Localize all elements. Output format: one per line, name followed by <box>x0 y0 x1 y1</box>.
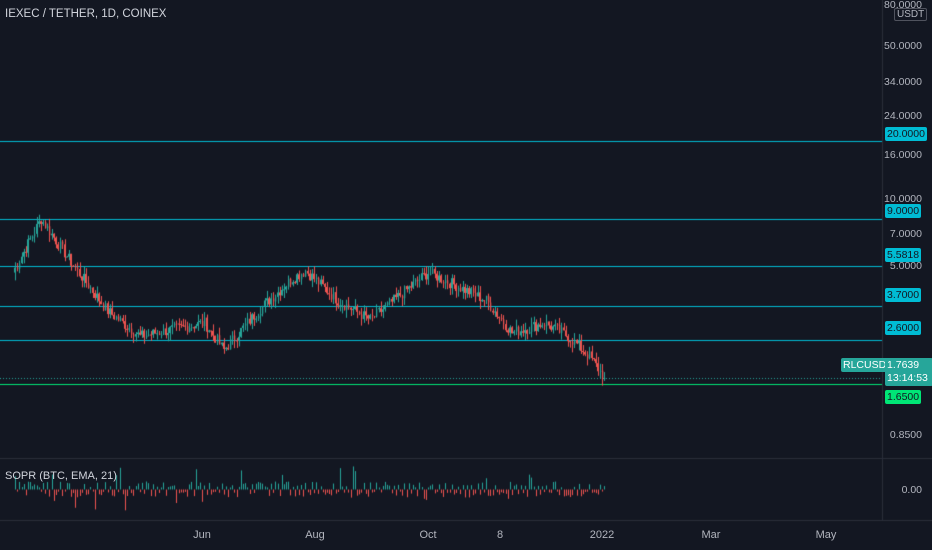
x-tick-label: Aug <box>305 529 325 541</box>
level-tag-2-6[interactable]: 2.6000 <box>885 321 922 335</box>
level-tag-5-58[interactable]: 5.5818 <box>885 248 922 262</box>
level-tag-20[interactable]: 20.0000 <box>885 127 927 141</box>
y-tick-label: 50.0000 <box>884 40 922 52</box>
x-tick-label: Mar <box>701 529 721 541</box>
level-tag-9[interactable]: 9.0000 <box>885 204 922 218</box>
y-tick-label: 16.0000 <box>884 149 922 161</box>
symbol-tag: RLCUSDT <box>841 358 895 372</box>
y-tick-label: 80.0000 <box>884 0 922 11</box>
x-tick-label: 8 <box>496 529 504 541</box>
current-price: 1.7639 <box>887 359 920 371</box>
bar-countdown: 13:14:53 <box>887 372 928 384</box>
level-tag-3-7[interactable]: 3.7000 <box>885 288 922 302</box>
price-tag: 1.7639 13:14:53 <box>885 358 932 386</box>
y-tick-label: 7.0000 <box>889 228 922 240</box>
indicator-legend: SOPR (BTC, EMA, 21) <box>5 470 117 482</box>
y-tick-label: 24.0000 <box>884 110 922 122</box>
y-tick-label: 34.0000 <box>884 76 922 88</box>
x-tick-label: May <box>815 529 837 541</box>
indicator-zero-label: 0.00 <box>901 484 922 496</box>
x-tick-label: 2022 <box>589 529 615 541</box>
y-tick-label: 0.8500 <box>889 429 922 441</box>
y-tick-label: 10.0000 <box>884 193 922 205</box>
y-tick-label: 5.0000 <box>889 260 922 272</box>
chart-legend: IEXEC / TETHER, 1D, COINEX <box>5 8 167 20</box>
x-tick-label: Jun <box>193 529 211 541</box>
support-tag[interactable]: 1.6500 <box>885 390 922 404</box>
x-tick-label: Oct <box>419 529 437 541</box>
unit-label[interactable]: USDT <box>894 8 928 21</box>
